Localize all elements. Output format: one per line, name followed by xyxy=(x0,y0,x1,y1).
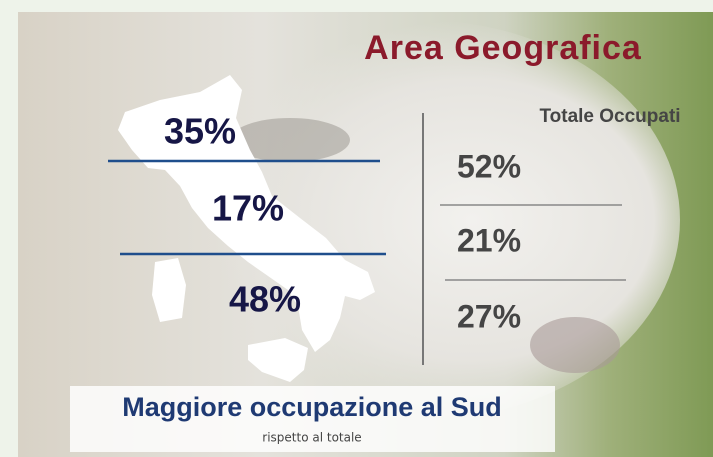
italy-map xyxy=(118,75,375,352)
sheep-face xyxy=(160,20,680,420)
left-value: 48% xyxy=(229,279,301,320)
title: Area Geografica xyxy=(364,29,642,67)
sicily xyxy=(248,338,308,382)
right-value: 27% xyxy=(457,298,521,334)
footer-box xyxy=(70,386,555,452)
left-value: 17% xyxy=(212,188,284,229)
left-value: 35% xyxy=(164,111,236,152)
footer-title: Maggiore occupazione al Sud xyxy=(122,392,502,422)
sardinia xyxy=(152,258,186,322)
footer-subtitle: rispetto al totale xyxy=(262,431,361,445)
sheep-eye xyxy=(230,118,350,162)
right-value: 52% xyxy=(457,148,521,184)
right-value: 21% xyxy=(457,222,521,258)
sheep-nose xyxy=(530,317,620,373)
right-heading: Totale Occupati xyxy=(539,106,680,127)
